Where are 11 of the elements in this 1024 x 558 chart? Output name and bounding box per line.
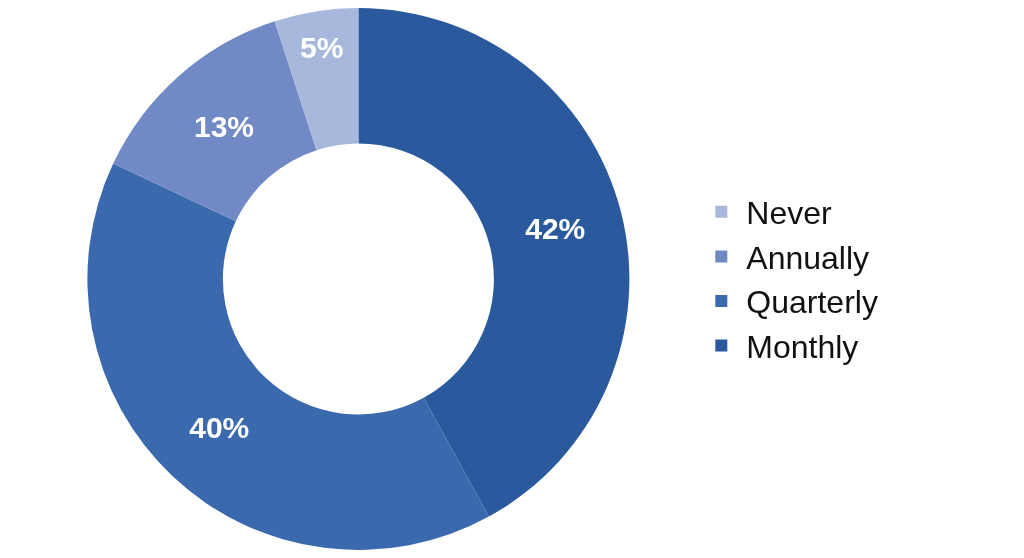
data-label: 13% — [193, 110, 255, 144]
donut-slice — [87, 163, 489, 550]
donut-slice — [274, 8, 359, 151]
legend-label: Quarterly — [746, 284, 878, 321]
donut-slice — [358, 8, 629, 517]
legend-label: Never — [746, 195, 833, 232]
legend-label: Monthly — [746, 329, 859, 366]
data-label: 42% — [525, 211, 586, 245]
data-label: 40% — [189, 410, 250, 444]
legend-label: Annually — [746, 239, 870, 276]
data-label: 5% — [300, 31, 344, 65]
